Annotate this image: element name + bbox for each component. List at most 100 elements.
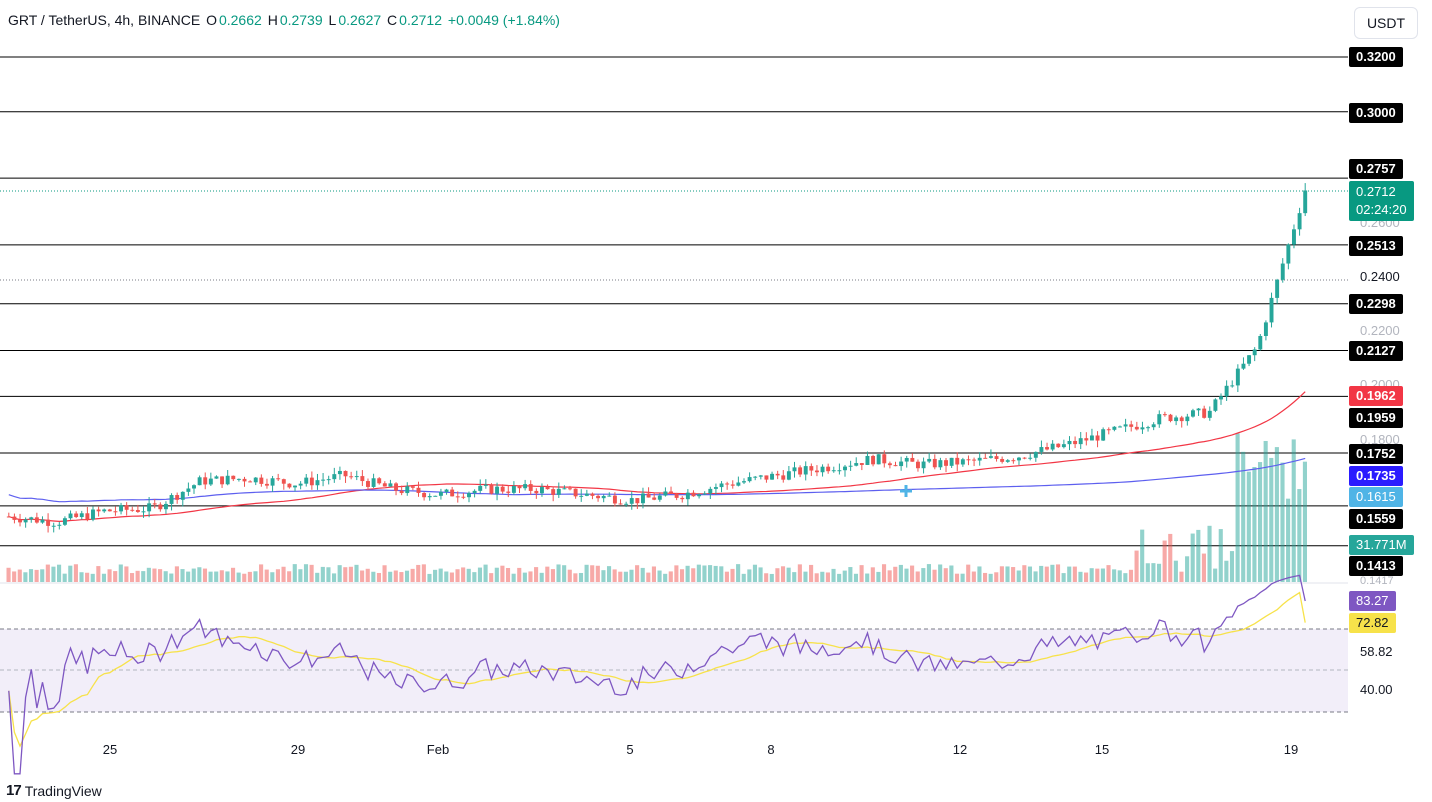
candle-body [163, 503, 168, 510]
candle-body [321, 479, 326, 481]
candle-body [859, 463, 864, 465]
candle-body [579, 495, 584, 497]
volume-bar [713, 565, 718, 582]
candle-body [983, 457, 988, 459]
volume-bar [118, 564, 123, 582]
volume-bars [6, 433, 1307, 582]
ma-blue-tag: 0.1735 [1349, 466, 1403, 486]
close-value: 0.2712 [399, 12, 442, 28]
candle-body [366, 481, 370, 487]
moving-average-red [8, 391, 1306, 523]
price-pane [0, 56, 1348, 582]
level-tag: 0.1752 [1349, 444, 1403, 464]
volume-bar [79, 572, 84, 582]
candle-body [932, 458, 937, 468]
volume-bar [522, 572, 527, 582]
volume-bar [1067, 566, 1072, 582]
volume-bar [1201, 553, 1206, 582]
candle-body [410, 486, 415, 488]
candle-body [444, 489, 449, 492]
candle-body [910, 457, 915, 462]
candle-body [730, 484, 735, 486]
candle-body [461, 496, 466, 498]
volume-bar [1039, 565, 1044, 582]
volume-bar [629, 569, 634, 582]
level-tag: 0.2757 [1349, 159, 1403, 179]
volume-bar [898, 564, 903, 582]
candle-body [955, 457, 960, 465]
candle-body [641, 493, 645, 504]
moving-average-blue [8, 457, 1306, 503]
low-label: L [328, 12, 337, 28]
volume-bar [932, 569, 937, 582]
symbol-title[interactable]: GRT / TetherUS, 4h, BINANCE [8, 12, 201, 28]
volume-bar [163, 571, 168, 582]
volume-bar [606, 566, 612, 582]
volume-bar [483, 564, 488, 582]
candle-body [854, 463, 859, 466]
volume-bar [1179, 571, 1184, 582]
candle-body [1235, 368, 1240, 386]
volume-bar [247, 571, 252, 582]
volume-bar [152, 568, 157, 582]
volume-bar [601, 570, 606, 582]
candle-body [534, 490, 539, 494]
volume-bar [853, 573, 859, 582]
volume-bar [1207, 525, 1212, 582]
candle-body [1067, 440, 1072, 445]
volume-bar [45, 564, 50, 582]
candle-body [1039, 447, 1044, 452]
volume-bar [825, 572, 830, 582]
volume-bar [758, 567, 763, 582]
volume-bar [230, 567, 236, 582]
volume-bar [1011, 567, 1016, 582]
volume-bar [837, 573, 842, 582]
volume-bar [466, 568, 471, 582]
volume-bar [1185, 556, 1190, 582]
volume-bar [85, 572, 90, 582]
volume-bar [1134, 550, 1139, 582]
volume-bar [859, 565, 864, 582]
volume-bar [1016, 570, 1021, 582]
time-tick: 29 [290, 742, 306, 757]
candle-body [938, 460, 943, 468]
candle-body [1146, 427, 1151, 429]
volume-bar [1162, 540, 1167, 582]
candle-body [6, 516, 11, 518]
volume-bar [1117, 570, 1122, 582]
footer-brand[interactable]: 17 TradingView [6, 782, 102, 799]
volume-bar [113, 571, 118, 582]
volume-bar [797, 564, 802, 582]
volume-bar [635, 565, 640, 582]
volume-bar [803, 571, 808, 582]
volume-bar [101, 573, 107, 582]
candle-body [994, 456, 999, 459]
crosshair-marker [900, 485, 912, 497]
candle-body [899, 461, 904, 467]
candle-body [343, 470, 348, 477]
candle-body [467, 493, 471, 498]
volume-bar [337, 565, 342, 582]
volume-bar [275, 569, 280, 582]
candle-body [1190, 410, 1195, 417]
currency-button[interactable]: USDT [1354, 7, 1418, 39]
candle-body [590, 493, 595, 496]
volume-bar [489, 573, 494, 582]
candle-body [887, 463, 892, 466]
volume-bar [943, 568, 948, 582]
candle-body [186, 488, 191, 492]
candle-body [764, 475, 769, 480]
volume-bar [691, 568, 696, 582]
candle-body [382, 483, 387, 487]
candle-body [405, 486, 410, 494]
candle-body [1011, 460, 1016, 462]
candle-body [1196, 408, 1201, 411]
candle-body [831, 470, 836, 472]
volume-bar [1123, 573, 1128, 582]
volume-bar [191, 568, 196, 582]
candle-body [360, 476, 365, 482]
volume-bar [253, 571, 258, 582]
candle-body [102, 509, 107, 512]
volume-bar [68, 565, 73, 582]
